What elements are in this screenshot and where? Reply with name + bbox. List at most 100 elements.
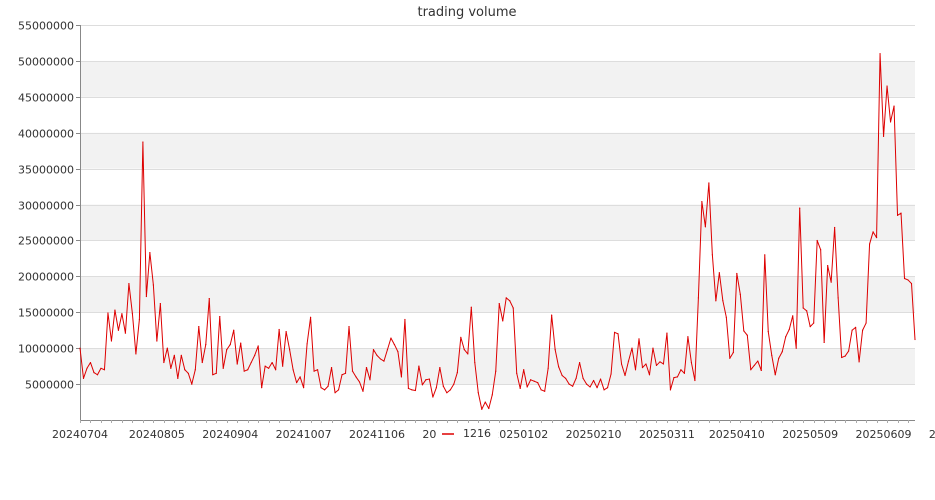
data-point: [530, 379, 532, 381]
data-point: [411, 389, 413, 391]
data-point: [585, 383, 588, 385]
y-tick-label: 20000000: [18, 271, 74, 284]
data-point: [544, 390, 546, 392]
y-tick-label: 25000000: [18, 235, 74, 248]
data-point: [285, 331, 287, 333]
x-tick-label: 20240704: [52, 428, 108, 441]
data-point: [208, 298, 210, 300]
x-tick-label: 20241106: [349, 428, 405, 441]
legend-label: 1216: [463, 427, 491, 440]
data-point: [910, 282, 913, 285]
data-point: [432, 396, 434, 398]
data-point: [341, 374, 343, 376]
data-point: [764, 254, 766, 256]
data-point: [565, 377, 567, 379]
y-tick-label: 15000000: [18, 307, 74, 320]
data-point: [323, 389, 326, 391]
data-point: [254, 354, 256, 356]
data-point: [86, 367, 88, 369]
data-point: [163, 361, 165, 364]
x-tick-label: 20250509: [782, 428, 838, 441]
data-point: [771, 354, 773, 356]
data-point: [309, 316, 312, 318]
data-point: [135, 353, 137, 355]
data-point: [596, 387, 598, 389]
data-point: [491, 394, 493, 396]
data-point: [715, 300, 717, 302]
data-point: [704, 226, 706, 228]
data-point: [572, 385, 574, 387]
data-point: [435, 387, 437, 389]
data-point: [442, 385, 444, 387]
data-point: [634, 369, 637, 371]
data-point: [523, 369, 525, 371]
data-point: [837, 297, 839, 299]
data-point: [903, 277, 906, 280]
data-point: [327, 385, 329, 387]
data-point: [582, 377, 584, 379]
data-point: [289, 349, 291, 351]
data-point: [540, 389, 542, 391]
grid-band: [80, 276, 915, 313]
data-point: [369, 379, 371, 381]
grid-band: [80, 60, 915, 97]
data-point: [893, 105, 895, 107]
data-point: [697, 297, 699, 299]
y-tick-label: 55000000: [18, 20, 74, 33]
data-point: [579, 361, 581, 364]
data-point: [519, 387, 521, 389]
data-point: [159, 303, 161, 305]
grid-bands: [80, 60, 915, 385]
data-point: [509, 300, 511, 302]
data-point: [128, 282, 130, 285]
data-point: [788, 328, 790, 331]
data-point: [844, 355, 846, 357]
data-point: [620, 363, 623, 365]
data-point: [261, 387, 263, 389]
data-point: [868, 243, 871, 245]
data-point: [233, 329, 235, 331]
data-point: [173, 354, 175, 356]
data-point: [599, 378, 602, 380]
y-axis-ticks: 5000000 10000000 15000000 20000000 25000000 3…: [18, 20, 80, 392]
data-point: [170, 367, 172, 369]
data-point: [268, 367, 270, 369]
data-point: [732, 351, 734, 354]
data-point: [117, 329, 120, 331]
data-point: [907, 279, 909, 281]
data-point: [547, 367, 549, 369]
data-point: [187, 372, 189, 374]
data-point: [103, 369, 106, 371]
data-point: [201, 361, 203, 364]
data-point: [858, 361, 860, 363]
x-tick-label: 20250609: [856, 428, 912, 441]
grid-lines: [80, 25, 915, 385]
data-point: [421, 384, 423, 386]
data-point: [834, 226, 836, 229]
data-point: [848, 350, 850, 352]
data-point: [739, 293, 741, 295]
data-point: [708, 182, 710, 184]
x-tick-label: 20241007: [276, 428, 332, 441]
data-point: [299, 376, 301, 378]
data-point: [414, 389, 416, 392]
data-point: [795, 347, 797, 349]
data-point: [386, 349, 389, 351]
data-point: [292, 369, 294, 371]
data-point: [393, 343, 396, 346]
x-tick-label: 20240904: [202, 428, 258, 441]
y-tick-label: 30000000: [18, 200, 74, 213]
data-point: [627, 360, 630, 362]
x-axis-ticks: 20240704 20240805 20240904 20241007 20241106…: [52, 420, 935, 441]
data-point: [558, 366, 560, 368]
data-point: [463, 349, 465, 351]
data-point: [257, 345, 259, 347]
data-point: [638, 338, 640, 340]
data-point: [526, 386, 528, 388]
data-point: [505, 297, 507, 299]
data-point: [358, 381, 361, 383]
data-point: [219, 315, 221, 318]
data-point: [680, 369, 682, 371]
data-point: [166, 347, 168, 349]
